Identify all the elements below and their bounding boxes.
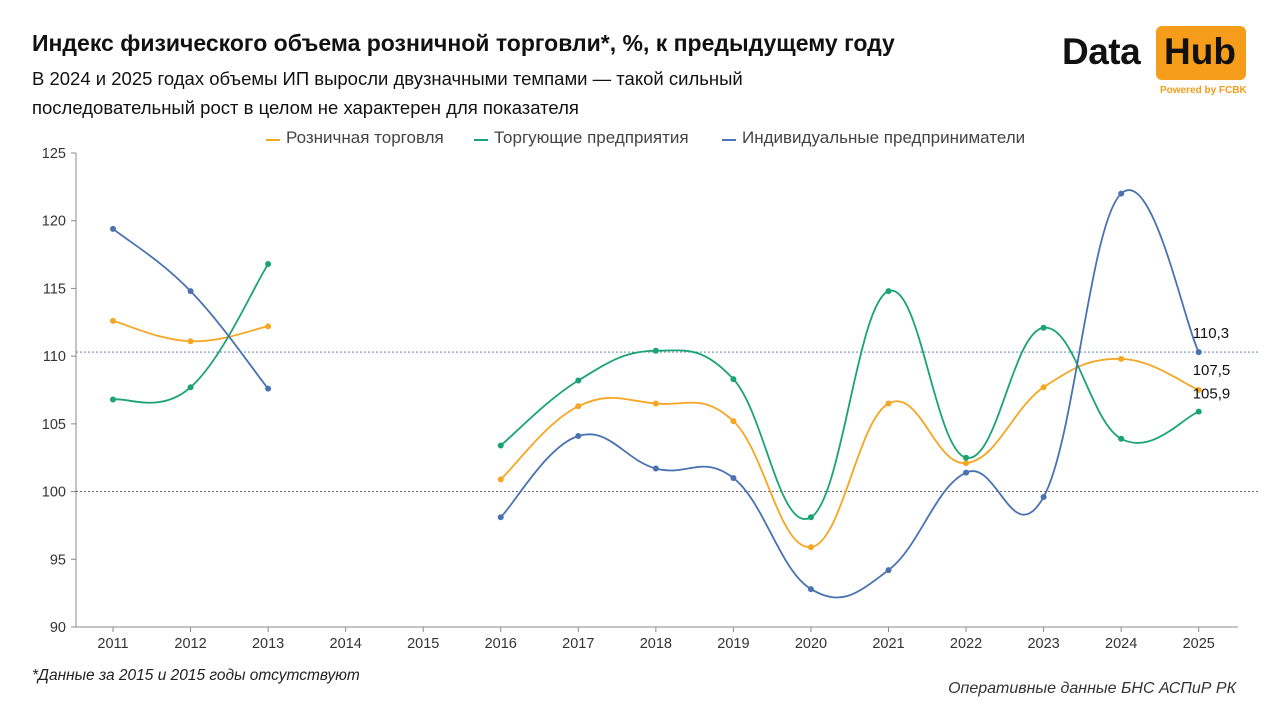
y-tick-label: 115: [43, 281, 66, 297]
data-point-entrepreneurs: [575, 433, 582, 440]
y-tick-label: 110: [43, 349, 66, 365]
series-line-enterprises: [500, 290, 1200, 520]
data-point-retail: [807, 544, 814, 551]
logo-word-data: Data: [1062, 31, 1141, 72]
data-point-entrepreneurs: [730, 475, 737, 482]
data-point-entrepreneurs: [652, 465, 659, 472]
data-point-entrepreneurs: [1040, 493, 1047, 500]
data-point-retail: [1040, 384, 1047, 391]
data-point-enterprises: [885, 288, 892, 295]
data-point-retail: [652, 400, 659, 407]
data-point-enterprises: [807, 514, 814, 521]
data-point-retail: [265, 323, 272, 330]
x-tick-label: 2017: [562, 636, 594, 652]
legend-label-entrepreneurs: Индивидуальные предприниматели: [742, 128, 1026, 147]
data-point-entrepreneurs: [110, 225, 116, 232]
x-tick-label: 2023: [1027, 636, 1059, 652]
logo-powered-by: Powered by FCBK: [1160, 85, 1247, 96]
x-tick-label: 2022: [950, 636, 982, 652]
series-line-retail: [500, 357, 1200, 549]
x-tick-label: 2025: [1183, 636, 1215, 652]
x-tick-label: 2016: [485, 636, 517, 652]
data-point-entrepreneurs: [265, 385, 272, 392]
data-point-enterprises: [110, 396, 116, 403]
end-label-entrepreneurs: 110,3: [1193, 325, 1229, 342]
data-point-retail: [110, 317, 116, 324]
data-point-retail: [885, 400, 892, 407]
y-tick-label: 125: [42, 146, 66, 162]
data-point-entrepreneurs: [807, 586, 814, 593]
y-tick-label: 100: [42, 485, 66, 501]
data-point-entrepreneurs: [885, 567, 892, 574]
footnote: *Данные за 2015 и 2015 годы отсутствуют: [32, 667, 360, 684]
legend-swatch-entrepreneurs: [722, 139, 736, 141]
end-label-retail: 107,5: [1193, 362, 1231, 379]
chart-subtitle: В 2024 и 2025 годах объемы ИП выросли дв…: [32, 68, 743, 118]
data-point-enterprises: [1040, 324, 1047, 331]
legend-label-enterprises: Торгующие предприятия: [494, 128, 689, 147]
y-tick-label: 90: [50, 620, 66, 636]
y-tick-label: 120: [42, 214, 66, 230]
data-point-enterprises: [265, 261, 272, 268]
data-point-enterprises: [730, 376, 737, 383]
data-point-enterprises: [1118, 435, 1125, 442]
data-point-retail: [575, 403, 582, 410]
data-point-entrepreneurs: [963, 469, 970, 476]
x-tick-label: 2013: [252, 636, 284, 652]
data-point-enterprises: [187, 384, 194, 391]
data-point-enterprises: [575, 377, 582, 384]
data-point-retail: [187, 338, 194, 345]
x-tick-label: 2012: [174, 636, 206, 652]
data-point-retail: [963, 460, 970, 467]
chart-title: Индекс физического объема розничной торг…: [32, 30, 895, 56]
y-tick-label: 95: [50, 552, 66, 568]
x-tick-label: 2021: [872, 636, 904, 652]
data-point-retail: [497, 476, 504, 483]
x-tick-label: 2020: [795, 636, 827, 652]
y-tick-label: 105: [42, 417, 66, 433]
series-line-enterprises: [112, 263, 269, 404]
data-point-retail: [730, 418, 737, 425]
series-line-entrepreneurs: [500, 189, 1200, 599]
legend-label-retail: Розничная торговля: [286, 128, 444, 147]
data-source: Оперативные данные БНС АСПиР РК: [948, 680, 1236, 697]
logo-word-hub: Hub: [1164, 31, 1236, 72]
data-point-entrepreneurs: [1195, 349, 1202, 356]
legend-swatch-retail: [266, 139, 280, 141]
chart-legend: Розничная торговля Торгующие предприятия…: [0, 128, 1280, 152]
x-tick-label: 2015: [407, 636, 439, 652]
x-tick-label: 2019: [717, 636, 749, 652]
x-tick-label: 2014: [330, 636, 362, 652]
x-tick-label: 2018: [640, 636, 672, 652]
data-point-enterprises: [1195, 408, 1202, 415]
x-tick-label: 2024: [1105, 636, 1137, 652]
x-tick-label: 2011: [97, 636, 128, 652]
data-point-entrepreneurs: [497, 514, 504, 521]
data-point-entrepreneurs: [1118, 190, 1125, 197]
legend-swatch-enterprises: [474, 139, 488, 141]
data-point-enterprises: [652, 347, 659, 354]
data-point-retail: [1195, 387, 1202, 393]
end-label-enterprises: 105,9: [1193, 386, 1231, 403]
data-point-enterprises: [497, 442, 504, 449]
data-point-enterprises: [963, 454, 970, 461]
data-point-entrepreneurs: [187, 288, 194, 295]
datahub-logo: Data Hub Powered by FCBK: [1058, 26, 1250, 96]
data-point-retail: [1118, 355, 1125, 362]
logo-accent-box: [1156, 26, 1246, 80]
